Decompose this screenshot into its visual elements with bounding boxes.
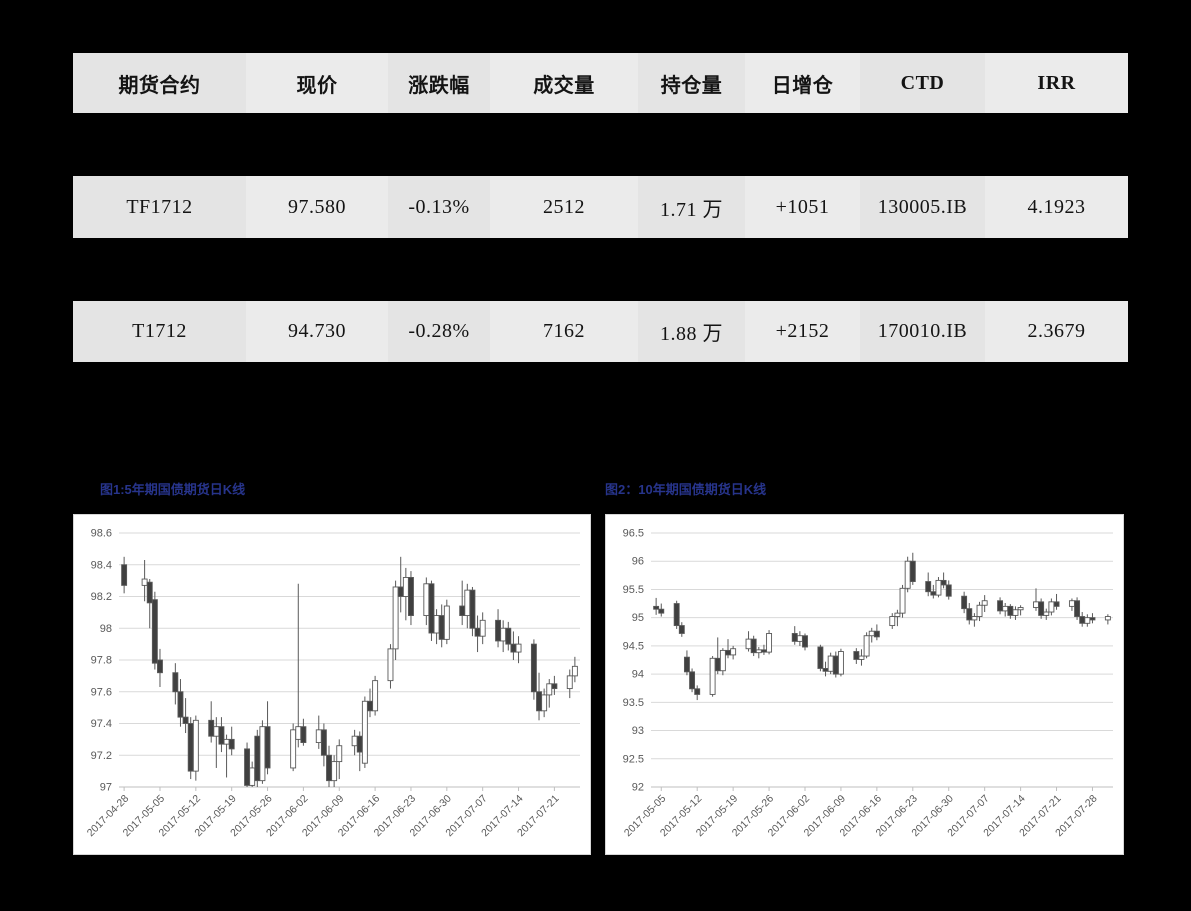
cell-contract: TF1712 — [73, 176, 246, 238]
cell-change: -0.13% — [388, 176, 490, 238]
table-row-t1712: T1712 94.730 -0.28% 7162 1.88 万 +2152 17… — [73, 301, 1128, 362]
header-cell-open-interest: 持仓量 — [638, 53, 745, 113]
candlestick-chart-10y: 92 92.5 93 93.5 94 94.5 95 95.5 96 96.5 2017-05-05… — [605, 514, 1124, 855]
header-cell-volume: 成交量 — [490, 53, 638, 113]
svg-text:92.5: 92.5 — [623, 753, 644, 765]
svg-text:98.4: 98.4 — [91, 559, 112, 571]
candlestick-chart-5y: 97 97.2 97.4 97.6 97.8 98 98.2 98.4 98.6 2017-04-… — [73, 514, 591, 855]
figure1-title: 图1:5年期国债期货日K线 — [100, 482, 246, 497]
svg-text:98.2: 98.2 — [91, 591, 112, 603]
cell-ctd: 170010.IB — [860, 301, 985, 362]
cell-ctd: 130005.IB — [860, 176, 985, 238]
cell-oi-change: +2152 — [745, 301, 860, 362]
futures-table-header-row: 期货合约 现价 涨跌幅 成交量 持仓量 日增仓 CTD IRR — [73, 53, 1128, 113]
figure2-title: 图2：10年期国债期货日K线 — [605, 482, 767, 497]
cell-open-interest: 1.88 万 — [638, 301, 745, 362]
svg-text:98.6: 98.6 — [91, 528, 112, 540]
cell-price: 97.580 — [246, 176, 388, 238]
cell-price: 94.730 — [246, 301, 388, 362]
header-cell-irr: IRR — [985, 53, 1128, 113]
svg-text:93: 93 — [632, 725, 644, 737]
svg-text:97.6: 97.6 — [91, 686, 112, 698]
svg-text:94.5: 94.5 — [623, 640, 644, 652]
candlestick-plot: 9292.59393.59494.59595.59696.52017-05-05… — [622, 528, 1113, 839]
cell-change: -0.28% — [388, 301, 490, 362]
svg-text:97.8: 97.8 — [91, 655, 112, 667]
cell-contract: T1712 — [73, 301, 246, 362]
cell-volume: 2512 — [490, 176, 638, 238]
svg-text:97.2: 97.2 — [91, 750, 112, 762]
cell-irr: 4.1923 — [985, 176, 1128, 238]
svg-text:92: 92 — [632, 782, 644, 794]
svg-text:94: 94 — [632, 669, 644, 681]
svg-text:97.4: 97.4 — [91, 718, 112, 730]
svg-text:96: 96 — [632, 556, 644, 568]
cell-open-interest: 1.71 万 — [638, 176, 745, 238]
cell-volume: 7162 — [490, 301, 638, 362]
header-cell-price: 现价 — [246, 53, 388, 113]
svg-text:93.5: 93.5 — [623, 697, 644, 709]
svg-text:96.5: 96.5 — [623, 528, 644, 540]
cell-irr: 2.3679 — [985, 301, 1128, 362]
header-cell-oi-change: 日增仓 — [745, 53, 860, 113]
candlestick-plot: 9797.297.497.697.89898.298.498.62017-04-… — [85, 528, 580, 839]
header-cell-change: 涨跌幅 — [388, 53, 490, 113]
svg-text:95.5: 95.5 — [623, 584, 644, 596]
header-cell-contract: 期货合约 — [73, 53, 246, 113]
cell-oi-change: +1051 — [745, 176, 860, 238]
svg-text:98: 98 — [100, 623, 112, 635]
table-row-tf1712: TF1712 97.580 -0.13% 2512 1.71 万 +1051 1… — [73, 176, 1128, 238]
header-cell-ctd: CTD — [860, 53, 985, 113]
svg-text:95: 95 — [632, 612, 644, 624]
svg-text:97: 97 — [100, 782, 112, 794]
